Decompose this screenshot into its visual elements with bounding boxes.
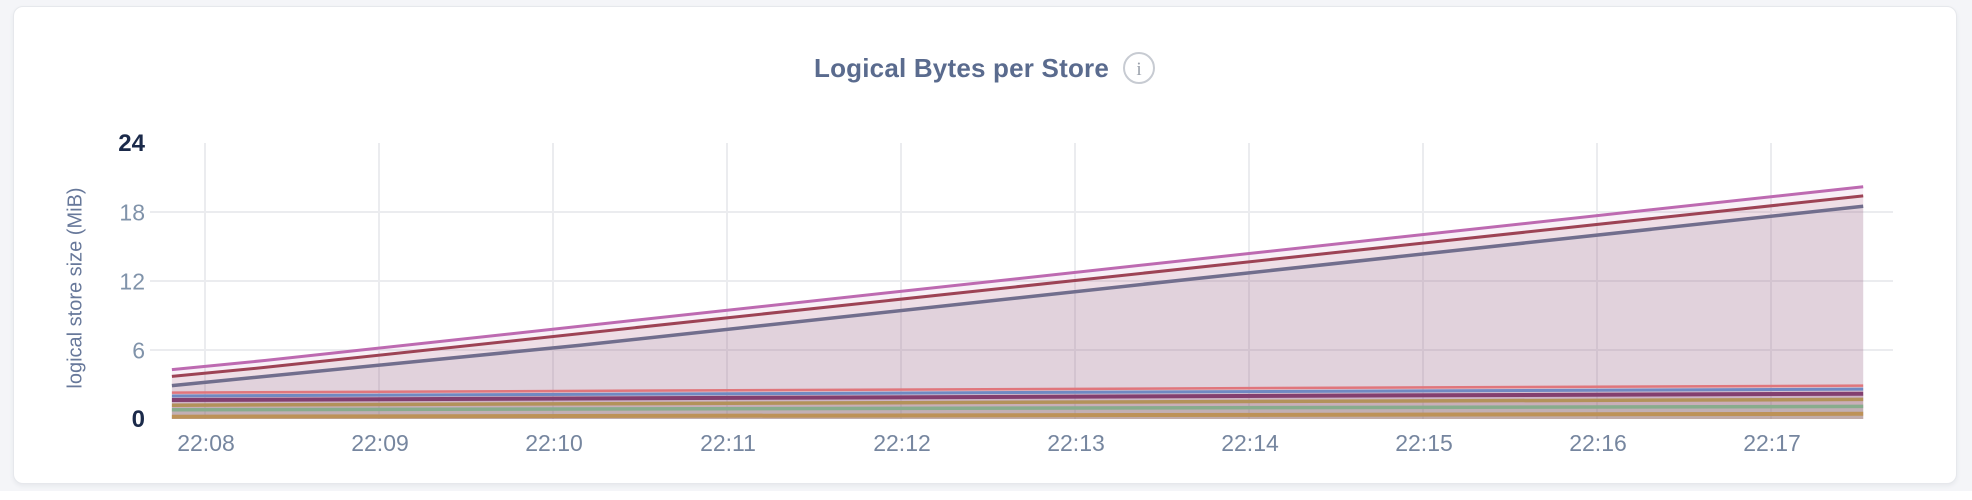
- x-tick-22:15: 22:15: [1395, 430, 1453, 456]
- series-line-store-8: [171, 404, 1864, 412]
- series-line-store-1: [171, 185, 1864, 372]
- series-line-store-4: [171, 384, 1864, 394]
- y-tick-0: 0: [131, 406, 145, 433]
- chart-header: Logical Bytes per Store i: [14, 51, 1956, 85]
- x-tick-22:12: 22:12: [873, 430, 931, 456]
- x-tick-22:11: 22:11: [700, 430, 756, 456]
- y-tick-18: 18: [119, 199, 145, 226]
- x-tick-22:13: 22:13: [1047, 430, 1105, 456]
- info-icon[interactable]: i: [1122, 51, 1156, 85]
- x-tick-22:16: 22:16: [1569, 430, 1627, 456]
- series-line-store-2: [171, 194, 1864, 378]
- series-line-store-9: [171, 411, 1864, 419]
- x-tick-22:17: 22:17: [1743, 430, 1801, 456]
- chart-title: Logical Bytes per Store: [813, 52, 1110, 83]
- series-line-store-5: [171, 387, 1864, 398]
- x-tick-22:10: 22:10: [525, 430, 583, 456]
- y-tick-24: 24: [118, 130, 145, 157]
- x-tick-22:08: 22:08: [177, 430, 235, 456]
- x-tick-22:14: 22:14: [1221, 430, 1279, 456]
- y-tick-6: 6: [132, 337, 145, 364]
- svg-text:i: i: [1136, 59, 1141, 80]
- x-tick-22:09: 22:09: [351, 430, 409, 456]
- series-line-store-6: [171, 391, 1864, 402]
- series-line-store-7: [171, 397, 1864, 407]
- next-panel-edge: [0, 491, 1972, 500]
- y-tick-12: 12: [119, 268, 145, 295]
- info-icon-graphic: i: [1123, 52, 1156, 84]
- series-area-store-3: [171, 206, 1864, 419]
- series-area-store-1: [171, 186, 1864, 419]
- series-line-store-3: [171, 204, 1864, 388]
